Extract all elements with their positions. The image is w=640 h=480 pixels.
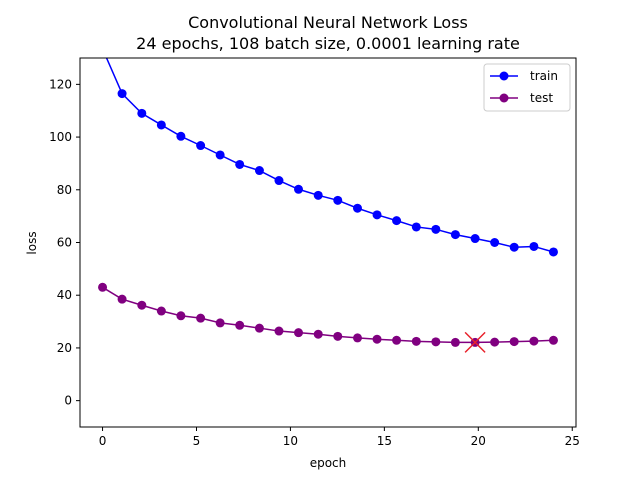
y-tick-label: 0	[64, 394, 72, 408]
data-point-train	[137, 108, 147, 118]
data-point-train	[254, 166, 264, 176]
data-point-train	[117, 89, 127, 99]
data-point-test	[196, 313, 206, 323]
data-point-train	[470, 234, 480, 244]
data-point-train	[392, 216, 402, 226]
data-point-test	[215, 318, 225, 328]
legend-label-test: test	[530, 91, 553, 105]
axes-frame	[79, 57, 577, 428]
data-point-test	[156, 306, 166, 316]
y-tick-label: 100	[49, 130, 72, 144]
data-point-test	[235, 320, 245, 330]
data-point-test	[294, 328, 304, 338]
data-point-train	[176, 131, 186, 141]
data-point-train	[294, 184, 304, 194]
data-point-train	[274, 176, 284, 186]
y-axis-label: loss	[25, 231, 39, 254]
x-marker-stroke	[464, 331, 486, 353]
data-point-test	[137, 300, 147, 310]
data-point-train	[490, 238, 500, 247]
data-point-test	[313, 329, 323, 339]
y-tick-label: 40	[57, 288, 72, 302]
data-point-train	[509, 242, 519, 252]
data-point-test	[274, 326, 284, 336]
data-point-test	[411, 336, 421, 346]
chart-subtitle: 24 epochs, 108 batch size, 0.0001 learni…	[136, 34, 520, 53]
data-point-train	[98, 44, 107, 53]
data-point-test	[176, 311, 186, 321]
y-tick-label: 60	[57, 236, 72, 250]
series-line-test	[102, 286, 554, 344]
y-tick-label: 120	[49, 77, 72, 91]
data-point-train	[352, 203, 362, 213]
data-point-train	[548, 247, 558, 257]
data-point-train	[156, 120, 166, 130]
data-point-test	[333, 331, 343, 341]
data-point-train	[313, 190, 323, 200]
legend-marker-train	[499, 71, 509, 81]
y-tick-label: 80	[57, 183, 72, 197]
min-loss-x-marker	[464, 331, 486, 353]
x-tick-label: 0	[99, 434, 107, 448]
data-point-train	[372, 210, 382, 220]
data-point-train	[235, 159, 245, 169]
legend: train test	[483, 63, 571, 112]
data-point-train	[431, 224, 441, 234]
data-point-train	[215, 150, 225, 160]
data-point-test	[117, 294, 127, 304]
data-point-train	[529, 241, 539, 251]
x-tick-label: 20	[471, 434, 486, 448]
data-point-test	[548, 335, 558, 345]
data-point-test	[98, 282, 108, 292]
legend-marker-test	[499, 93, 509, 103]
data-point-test	[431, 337, 441, 347]
data-point-train	[196, 141, 206, 151]
data-point-test	[509, 337, 519, 347]
data-point-train	[333, 195, 343, 205]
x-axis-ticks: 0 5 10 15 20 25	[99, 427, 580, 448]
y-tick-label: 20	[57, 341, 72, 355]
x-tick-label: 5	[193, 434, 201, 448]
y-axis-ticks: 0 20 40 60 80 100 120	[49, 77, 80, 408]
data-point-test	[352, 333, 362, 343]
data-point-train	[450, 230, 460, 240]
x-tick-label: 15	[377, 434, 392, 448]
x-axis-label: epoch	[310, 456, 347, 470]
data-point-test	[529, 336, 539, 346]
legend-label-train: train	[530, 69, 558, 83]
data-point-test	[372, 334, 382, 344]
data-point-test	[450, 337, 460, 347]
data-point-train	[411, 222, 421, 232]
x-tick-label: 25	[565, 434, 580, 448]
data-point-test	[392, 335, 402, 345]
data-point-test	[254, 323, 264, 333]
plot-area	[98, 44, 558, 353]
chart-title: Convolutional Neural Network Loss	[188, 13, 468, 32]
data-point-test	[490, 337, 500, 347]
x-tick-label: 10	[283, 434, 298, 448]
